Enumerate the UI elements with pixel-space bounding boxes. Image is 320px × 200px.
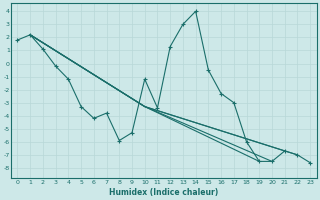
X-axis label: Humidex (Indice chaleur): Humidex (Indice chaleur) bbox=[109, 188, 219, 197]
